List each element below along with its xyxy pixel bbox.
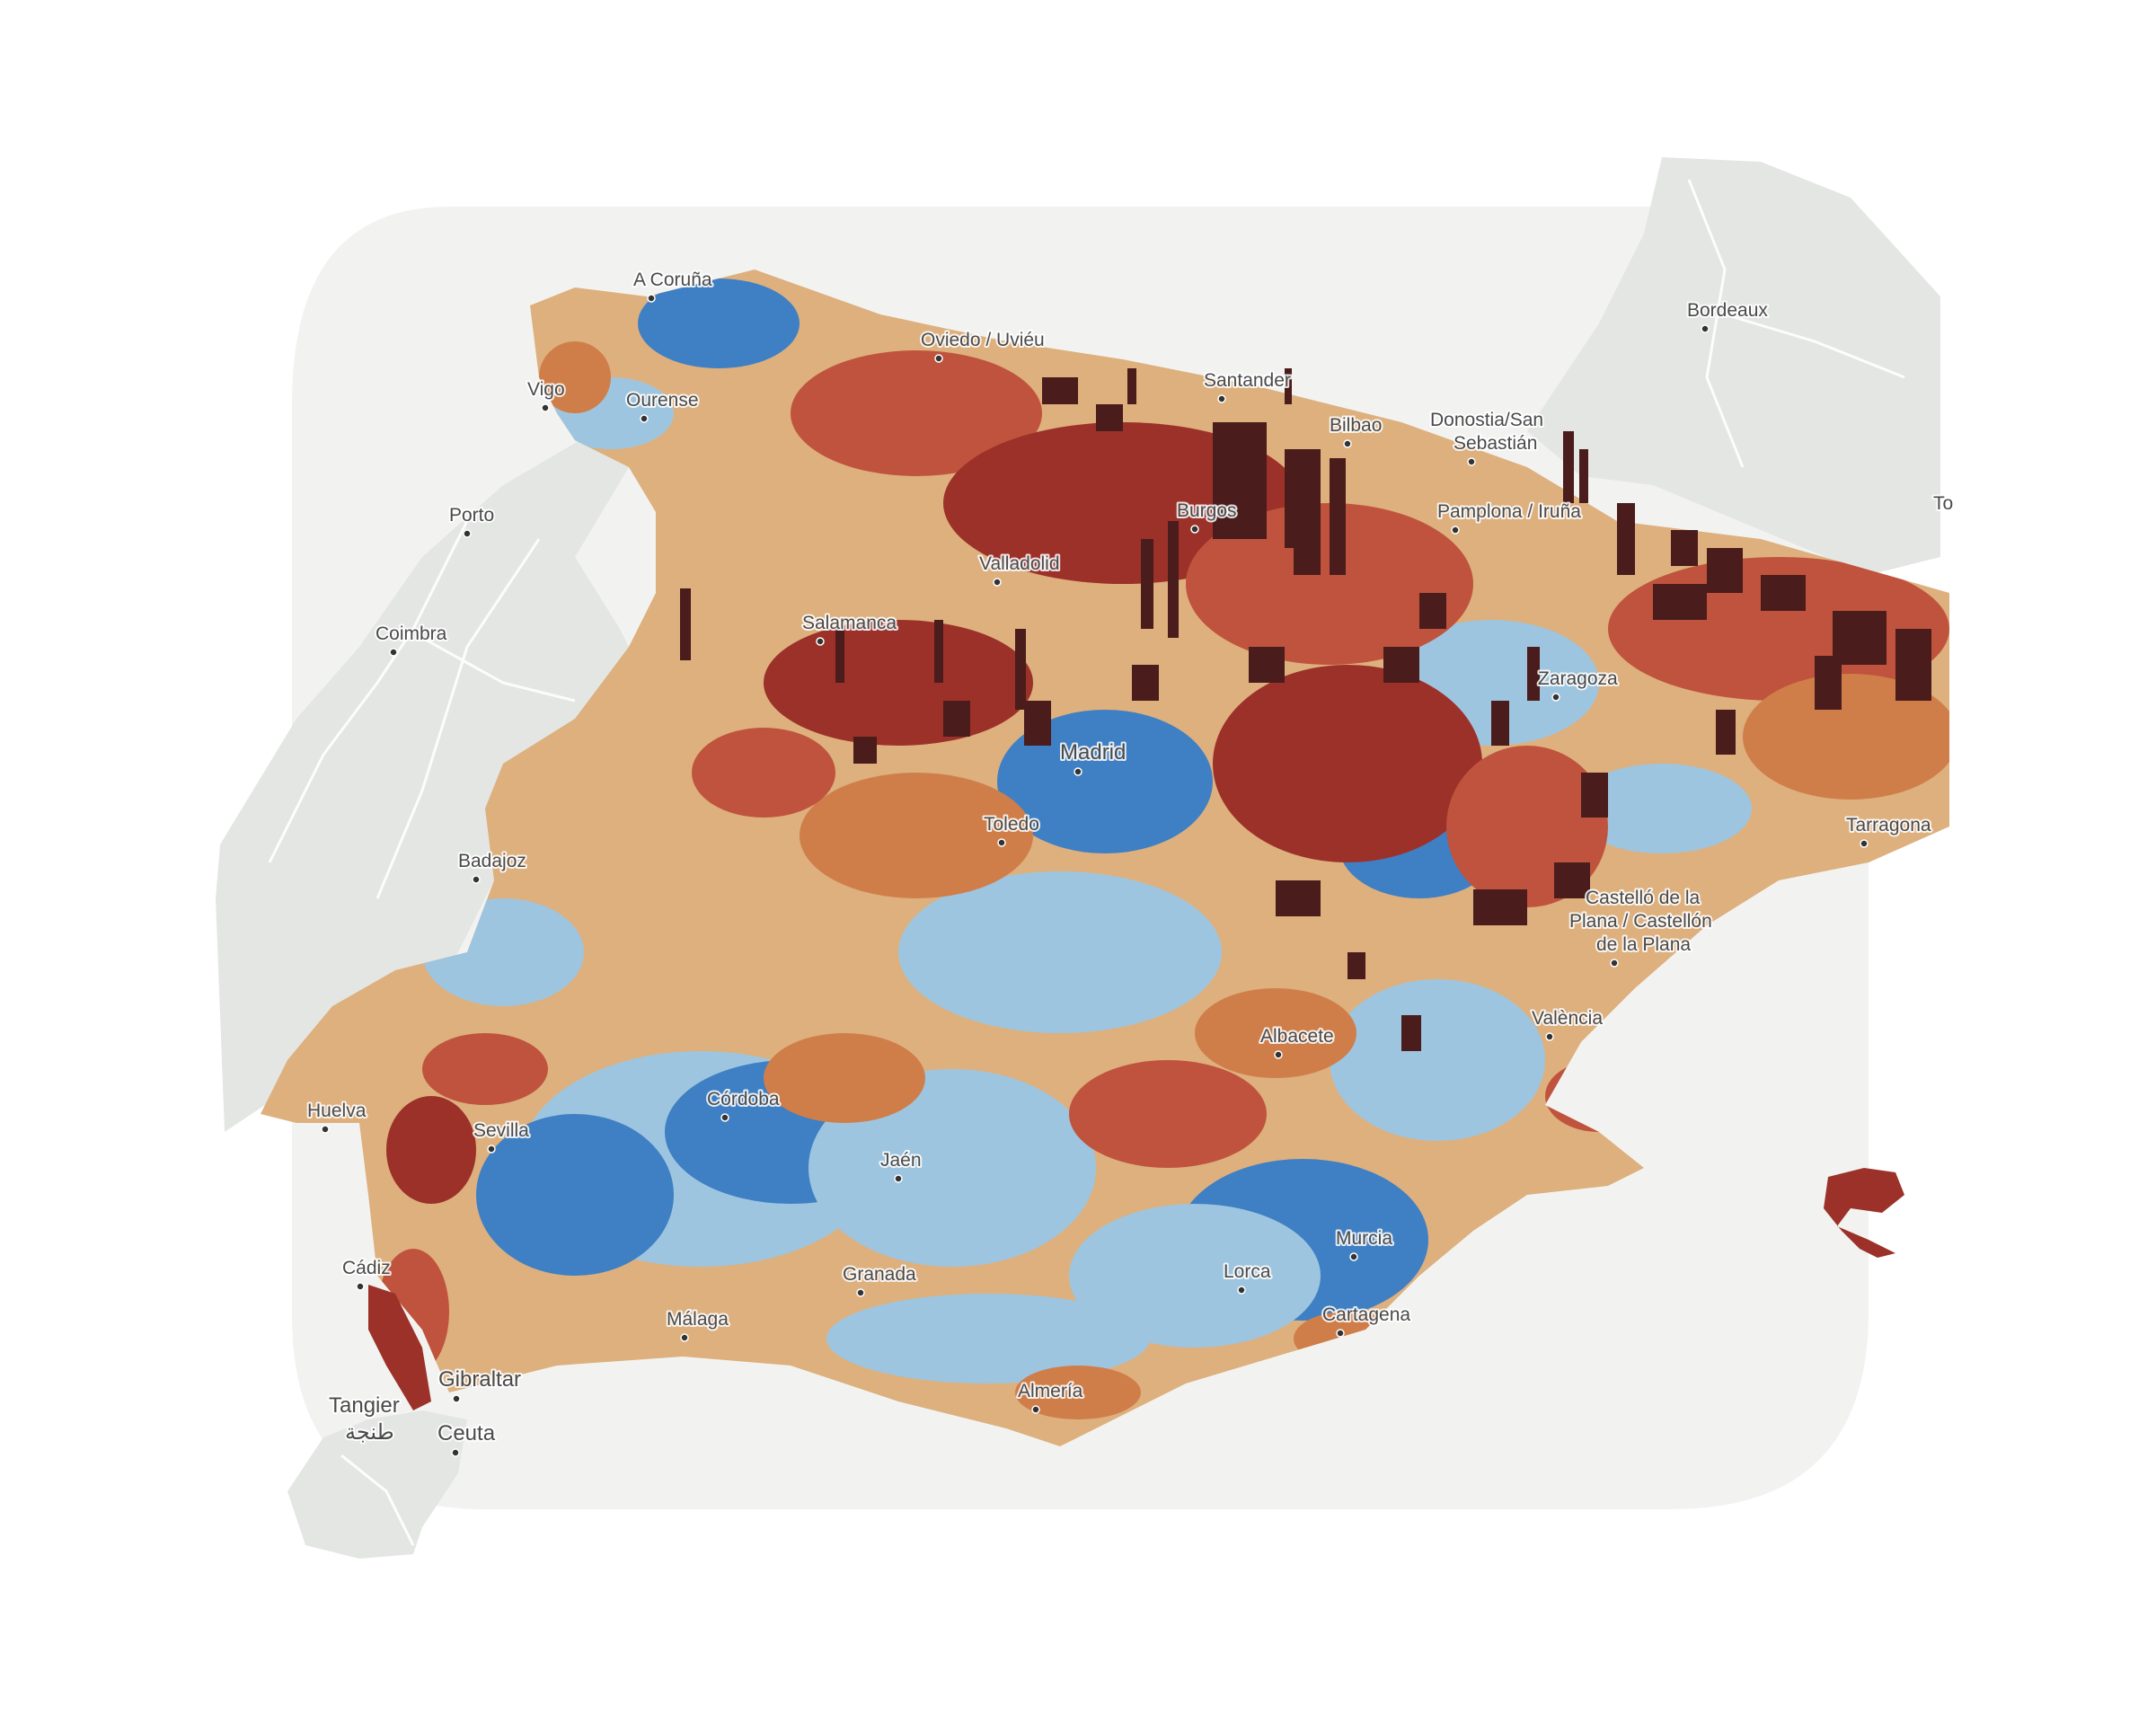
city-dot	[487, 1145, 496, 1154]
city-label-c-rdoba: Córdoba	[707, 1089, 780, 1109]
city-label-murcia: Murcia	[1336, 1228, 1392, 1249]
city-dot	[1031, 1405, 1040, 1414]
city-label-sebasti-n: Sebastián	[1454, 433, 1537, 454]
city-label-tarragona: Tarragona	[1846, 815, 1931, 835]
city-label-zaragoza: Zaragoza	[1538, 668, 1618, 689]
city-label--: طنجة	[345, 1420, 394, 1445]
city-dot	[1551, 693, 1560, 702]
city-label-lorca: Lorca	[1224, 1261, 1271, 1282]
city-dot	[1336, 1329, 1345, 1338]
city-label-granada: Granada	[843, 1264, 916, 1285]
city-label-ceuta: Ceuta	[437, 1421, 496, 1445]
city-label-coimbra: Coimbra	[376, 623, 447, 644]
city-label-a-coru-a: A Coruña	[633, 270, 712, 290]
portugal-land	[216, 377, 647, 1132]
city-label-albacete: Albacete	[1260, 1026, 1334, 1047]
city-dot	[934, 354, 943, 363]
city-dot	[1451, 526, 1460, 535]
city-dot	[389, 648, 398, 657]
city-dot	[1343, 439, 1352, 448]
city-dot	[993, 578, 1002, 587]
city-label-bordeaux: Bordeaux	[1687, 300, 1768, 321]
city-dot	[894, 1174, 903, 1183]
city-dot	[1349, 1252, 1358, 1261]
city-dot	[472, 875, 481, 884]
city-dot	[856, 1288, 865, 1297]
city-label-madrid: Madrid	[1060, 740, 1126, 765]
city-dot	[720, 1113, 729, 1122]
city-label-castell-de-la: Castelló de la	[1586, 888, 1701, 908]
city-label-c-diz: Cádiz	[342, 1258, 391, 1278]
city-dot	[1190, 525, 1199, 534]
city-label-sevilla: Sevilla	[473, 1120, 529, 1141]
city-label-plana-castell-n: Plana / Castellón	[1569, 911, 1712, 932]
city-label-bilbao: Bilbao	[1330, 415, 1382, 436]
city-label-cartagena: Cartagena	[1322, 1304, 1410, 1325]
city-dot	[451, 1448, 460, 1457]
city-label-salamanca: Salamanca	[802, 613, 897, 633]
city-label-huelva: Huelva	[307, 1101, 367, 1121]
city-label-m-laga: Málaga	[667, 1309, 729, 1330]
city-dot	[1610, 959, 1619, 968]
city-dot	[463, 529, 472, 538]
city-label-vigo: Vigo	[527, 379, 565, 400]
city-label-santander: Santander	[1204, 370, 1291, 391]
city-label-badajoz: Badajoz	[458, 851, 526, 871]
city-label-ourense: Ourense	[626, 390, 699, 411]
city-label-valladolid: Valladolid	[979, 553, 1060, 574]
city-dot	[321, 1125, 330, 1134]
city-dot	[816, 637, 825, 646]
city-dot	[1274, 1050, 1283, 1059]
city-label-tangier: Tangier	[329, 1393, 400, 1418]
basemap-roads	[268, 179, 1905, 1546]
city-labels: A Coruña Oviedo / Uviéu Santander Bordeaux V…	[305, 268, 1955, 1457]
city-label-oviedo-uvi-u: Oviedo / Uviéu	[921, 330, 1045, 350]
city-dot	[1074, 767, 1082, 776]
city-label-ja-n: Jaén	[880, 1150, 922, 1171]
city-dot	[680, 1333, 689, 1342]
city-label-de-la-plana: de la Plana	[1596, 934, 1691, 955]
city-label-gibraltar: Gibraltar	[438, 1367, 521, 1392]
city-label-toledo: Toledo	[984, 814, 1039, 835]
balearic-island	[1824, 1168, 1904, 1258]
city-dot	[1217, 394, 1226, 403]
city-dot	[1467, 457, 1476, 466]
city-dot	[1860, 839, 1869, 848]
city-dot	[541, 403, 550, 412]
city-dot	[997, 838, 1006, 847]
city-dot	[356, 1282, 365, 1291]
city-label-porto: Porto	[449, 505, 494, 526]
city-label-val-ncia: València	[1532, 1008, 1603, 1029]
city-label-pamplona-iru-a: Pamplona / Iruña	[1437, 501, 1581, 522]
city-dot	[647, 294, 656, 303]
city-dot	[452, 1394, 461, 1403]
city-label-to: To	[1933, 493, 1953, 514]
city-dot	[640, 414, 649, 423]
city-label-burgos: Burgos	[1177, 500, 1237, 521]
city-label-donostia-san: Donostia/San	[1430, 410, 1543, 430]
gibraltar-coast	[368, 1285, 431, 1410]
city-dot	[1701, 324, 1710, 333]
city-dot	[1545, 1032, 1554, 1041]
city-dot	[1237, 1286, 1246, 1295]
city-label-almer-a: Almería	[1018, 1381, 1083, 1401]
extrusion-layer	[680, 368, 1931, 1051]
france-land	[1527, 157, 1940, 575]
